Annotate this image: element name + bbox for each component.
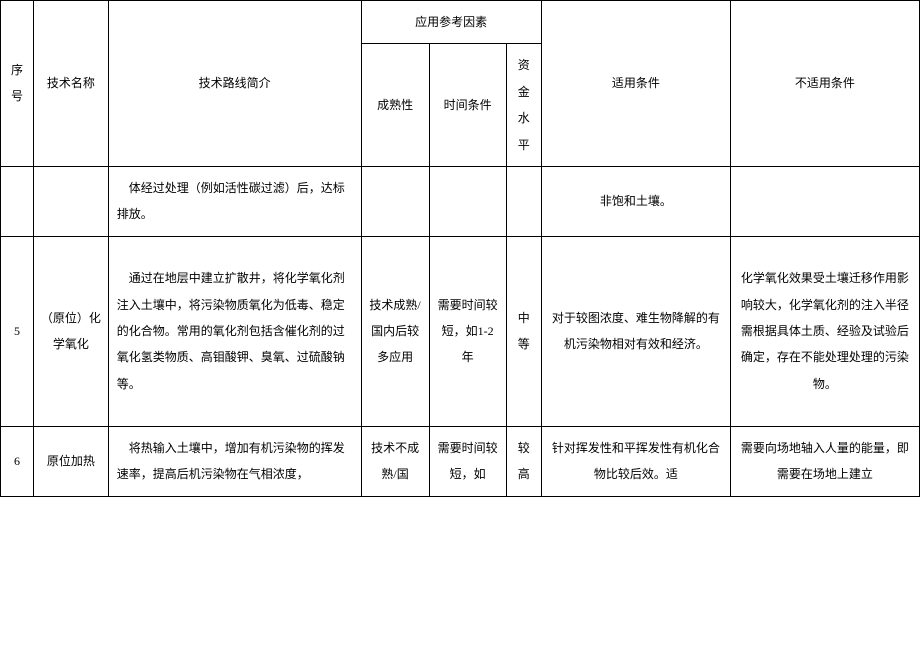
cell-unsuitable: 需要向场地轴入人量的能量，即需要在场地上建立 (730, 426, 919, 496)
table-row: 6 原位加热 将热输入土壤中，增加有机污染物的挥发速率，提高后机污染物在气相浓度… (1, 426, 920, 496)
header-maturity: 成熟性 (361, 44, 429, 167)
cell-unsuitable (730, 166, 919, 236)
cell-time: 需要时间较短，如 (429, 426, 506, 496)
cell-seq (1, 166, 34, 236)
header-time: 时间条件 (429, 44, 506, 167)
cell-maturity: 技术不成熟/国 (361, 426, 429, 496)
cell-maturity: 技术成熟/国内后较多应用 (361, 236, 429, 426)
cell-name: 原位加热 (33, 426, 108, 496)
cell-seq: 5 (1, 236, 34, 426)
cell-desc: 将热输入土壤中，增加有机污染物的挥发速率，提高后机污染物在气相浓度， (108, 426, 361, 496)
cell-desc: 通过在地层中建立扩散井，将化学氧化剂注入土壤中，将污染物质氧化为低毒、稳定的化合… (108, 236, 361, 426)
cell-maturity (361, 166, 429, 236)
header-factors-group: 应用参考因素 (361, 1, 541, 44)
cell-desc: 体经过处理（例如活性碳过滤）后，达标排放。 (108, 166, 361, 236)
cell-cost (506, 166, 541, 236)
header-desc: 技术路线简介 (108, 1, 361, 167)
table-row: 5 （原位）化学氧化 通过在地层中建立扩散井，将化学氧化剂注入土壤中，将污染物质… (1, 236, 920, 426)
header-name: 技术名称 (33, 1, 108, 167)
cell-suitable: 非饱和土壤。 (541, 166, 730, 236)
cell-time: 需要时间较短，如1-2 年 (429, 236, 506, 426)
cell-suitable: 对于较图浓度、难生物降解的有机污染物相对有效和经济。 (541, 236, 730, 426)
header-cost: 资金水平 (506, 44, 541, 167)
cell-name (33, 166, 108, 236)
technology-table: 序号 技术名称 技术路线简介 应用参考因素 适用条件 不适用条件 成熟性 时间条… (0, 0, 920, 497)
cell-name: （原位）化学氧化 (33, 236, 108, 426)
cell-unsuitable: 化学氧化效果受土壤迁移作用影响较大，化学氧化剂的注入半径需根据具体土质、经验及试… (730, 236, 919, 426)
cell-cost: 中等 (506, 236, 541, 426)
cell-seq: 6 (1, 426, 34, 496)
header-row-1: 序号 技术名称 技术路线简介 应用参考因素 适用条件 不适用条件 (1, 1, 920, 44)
table-row: 体经过处理（例如活性碳过滤）后，达标排放。 非饱和土壤。 (1, 166, 920, 236)
header-suitable: 适用条件 (541, 1, 730, 167)
header-seq: 序号 (1, 1, 34, 167)
cell-cost: 较高 (506, 426, 541, 496)
cell-suitable: 针对挥发性和平挥发性有机化合物比较后效。适 (541, 426, 730, 496)
header-unsuitable: 不适用条件 (730, 1, 919, 167)
cell-time (429, 166, 506, 236)
